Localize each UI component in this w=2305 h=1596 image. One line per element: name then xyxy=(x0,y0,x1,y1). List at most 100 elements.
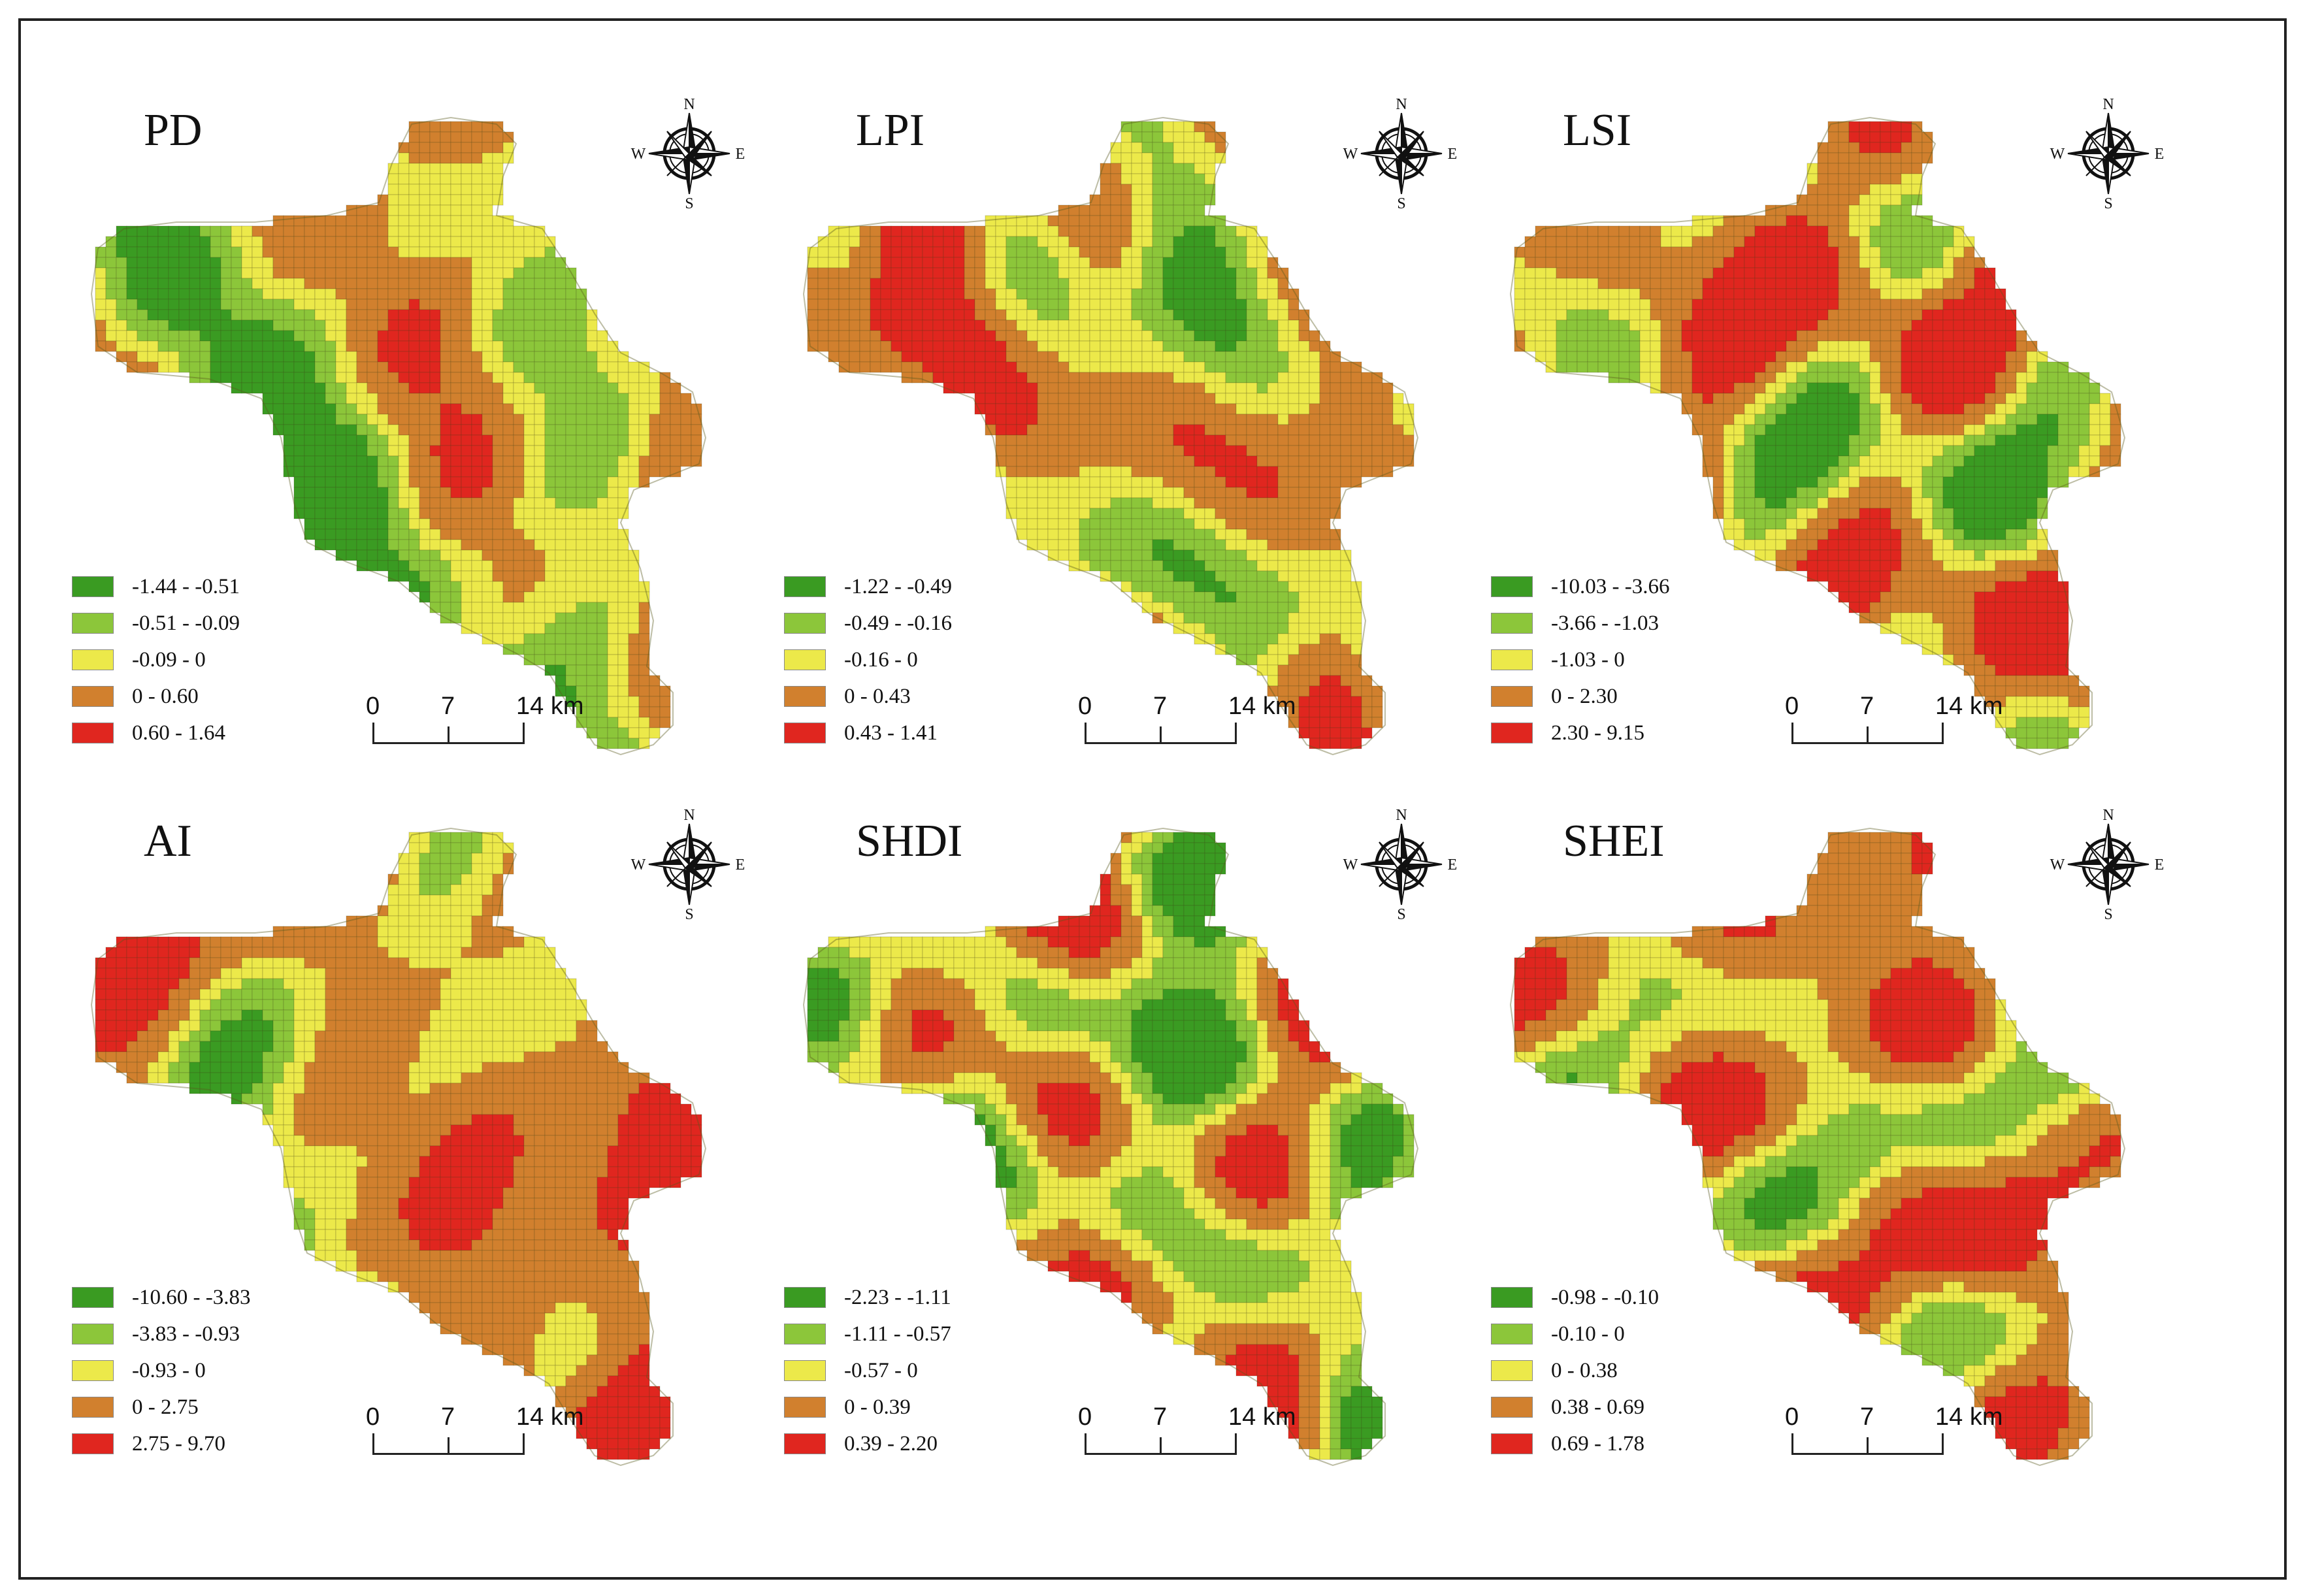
legend-swatch xyxy=(1491,686,1533,707)
legend-item: -0.09 - 0 xyxy=(72,642,240,678)
panel-title-lpi: LPI xyxy=(856,105,924,155)
compass-letter-w: W xyxy=(2050,146,2065,163)
scale-tick xyxy=(1791,1433,1793,1454)
legend-swatch xyxy=(1491,1360,1533,1381)
map-cells xyxy=(95,121,702,749)
panel-title-shdi: SHDI xyxy=(856,816,963,866)
legend-swatch xyxy=(784,1397,826,1418)
map-cells xyxy=(807,832,1414,1460)
scale-tick-label: 7 xyxy=(1153,692,1168,720)
scale-tick-label: 0 xyxy=(1078,692,1092,720)
scale-tick xyxy=(523,723,525,743)
legend-item: -0.10 - 0 xyxy=(1491,1316,1659,1352)
scale-tick xyxy=(1160,1437,1162,1454)
scale-tick-label: 0 xyxy=(1785,692,1799,720)
legend-label: -0.57 - 0 xyxy=(844,1358,918,1382)
legend-swatch xyxy=(784,1433,826,1454)
legend-label: -3.66 - -1.03 xyxy=(1551,611,1659,635)
compass-rose: N S E W xyxy=(627,802,751,926)
scale-baseline xyxy=(1791,1453,1944,1455)
scale-tick xyxy=(1235,723,1237,743)
choropleth-map xyxy=(1509,116,2126,756)
legend-item: 0.43 - 1.41 xyxy=(784,715,952,751)
legend-swatch xyxy=(72,723,114,743)
legend-item: -3.83 - -0.93 xyxy=(72,1316,250,1352)
legend-label: -0.49 - -0.16 xyxy=(844,611,952,635)
legend-swatch xyxy=(784,613,826,634)
scale-tick-label: 14 km xyxy=(516,692,584,720)
legend-swatch xyxy=(1491,613,1533,634)
legend-item: -0.57 - 0 xyxy=(784,1352,951,1389)
legend-item: -1.11 - -0.57 xyxy=(784,1316,951,1352)
figure-frame xyxy=(18,18,2287,1580)
scale-bar: 0 7 14 km xyxy=(366,1403,583,1462)
legend-label: -0.98 - -0.10 xyxy=(1551,1285,1659,1309)
scale-tick xyxy=(372,1433,374,1454)
map-cells xyxy=(95,832,702,1460)
region-outline xyxy=(90,116,707,756)
compass-rose: N S E W xyxy=(2046,91,2170,216)
scale-tick xyxy=(372,723,374,743)
compass-letter-s: S xyxy=(1397,906,1405,923)
map-panel-shdi: SHDI N S E W -2.23 - -1.11 -1.11 - -0.57 -0.57 … xyxy=(758,807,1467,1518)
legend-label: 0.43 - 1.41 xyxy=(844,721,938,745)
legend-item: -10.60 - -3.83 xyxy=(72,1279,250,1316)
compass-letter-w: W xyxy=(2050,856,2065,873)
legend-item: 0 - 2.75 xyxy=(72,1389,250,1425)
legend: -1.22 - -0.49 -0.49 - -0.16 -0.16 - 0 0 - 0… xyxy=(784,568,952,751)
legend-label: -1.44 - -0.51 xyxy=(132,574,240,598)
compass-rose-icon: N S E W xyxy=(1343,96,1458,212)
legend-item: -0.49 - -0.16 xyxy=(784,605,952,642)
panel-title-lsi: LSI xyxy=(1563,105,1631,155)
panel-title-shei: SHEI xyxy=(1563,816,1665,866)
scale-bar: 0 7 14 km xyxy=(1078,1403,1296,1462)
legend-swatch xyxy=(72,1324,114,1344)
legend-label: -3.83 - -0.93 xyxy=(132,1322,240,1346)
legend-item: 0 - 0.43 xyxy=(784,678,952,715)
scale-tick xyxy=(1942,1433,1944,1454)
legend-label: -10.03 - -3.66 xyxy=(1551,574,1670,598)
scale-tick-label: 7 xyxy=(441,692,455,720)
map-panel-shei: SHEI N S E W -0.98 - -0.10 -0.10 - 0 0 - 0.38 0.… xyxy=(1465,807,2174,1518)
scale-tick-label: 0 xyxy=(366,692,380,720)
scale-bar: 0 7 14 km xyxy=(1785,692,2003,751)
scale-bar: 0 7 14 km xyxy=(1078,692,1296,751)
compass-letter-n: N xyxy=(683,807,695,824)
compass-letter-e: E xyxy=(1448,146,1458,163)
legend-item: 2.30 - 9.15 xyxy=(1491,715,1669,751)
legend-label: 0.60 - 1.64 xyxy=(132,721,225,745)
legend: -1.44 - -0.51 -0.51 - -0.09 -0.09 - 0 0 - 0… xyxy=(72,568,240,751)
compass-letter-n: N xyxy=(683,96,695,113)
compass-letter-e: E xyxy=(2155,856,2165,873)
compass-letter-s: S xyxy=(685,195,693,212)
scale-tick xyxy=(448,1437,450,1454)
region-outline xyxy=(90,827,707,1467)
scale-baseline xyxy=(1791,742,1944,744)
legend-item: 0 - 2.30 xyxy=(1491,678,1669,715)
legend-swatch xyxy=(1491,576,1533,597)
legend-swatch xyxy=(784,1287,826,1308)
choropleth-map xyxy=(90,827,707,1467)
legend-item: 0 - 0.38 xyxy=(1491,1352,1659,1389)
compass-letter-s: S xyxy=(2104,906,2112,923)
compass-letter-e: E xyxy=(736,856,745,873)
scale-tick-label: 0 xyxy=(366,1403,380,1431)
legend-swatch xyxy=(72,1397,114,1418)
legend-item: 0 - 0.39 xyxy=(784,1389,951,1425)
scale-baseline xyxy=(1085,742,1237,744)
scale-tick-label: 7 xyxy=(441,1403,455,1431)
scale-baseline xyxy=(372,742,525,744)
scale-tick xyxy=(1235,1433,1237,1454)
scale-tick xyxy=(1867,726,1869,743)
compass-letter-s: S xyxy=(685,906,693,923)
legend-swatch xyxy=(1491,1433,1533,1454)
compass-rose-icon: N S E W xyxy=(631,96,745,212)
legend-item: -0.98 - -0.10 xyxy=(1491,1279,1659,1316)
compass-rose-icon: N S E W xyxy=(2050,807,2165,923)
compass-letter-s: S xyxy=(2104,195,2112,212)
legend-label: 2.75 - 9.70 xyxy=(132,1431,225,1456)
legend-swatch xyxy=(1491,1324,1533,1344)
scale-baseline xyxy=(372,1453,525,1455)
scale-tick xyxy=(1160,726,1162,743)
legend-swatch xyxy=(72,576,114,597)
